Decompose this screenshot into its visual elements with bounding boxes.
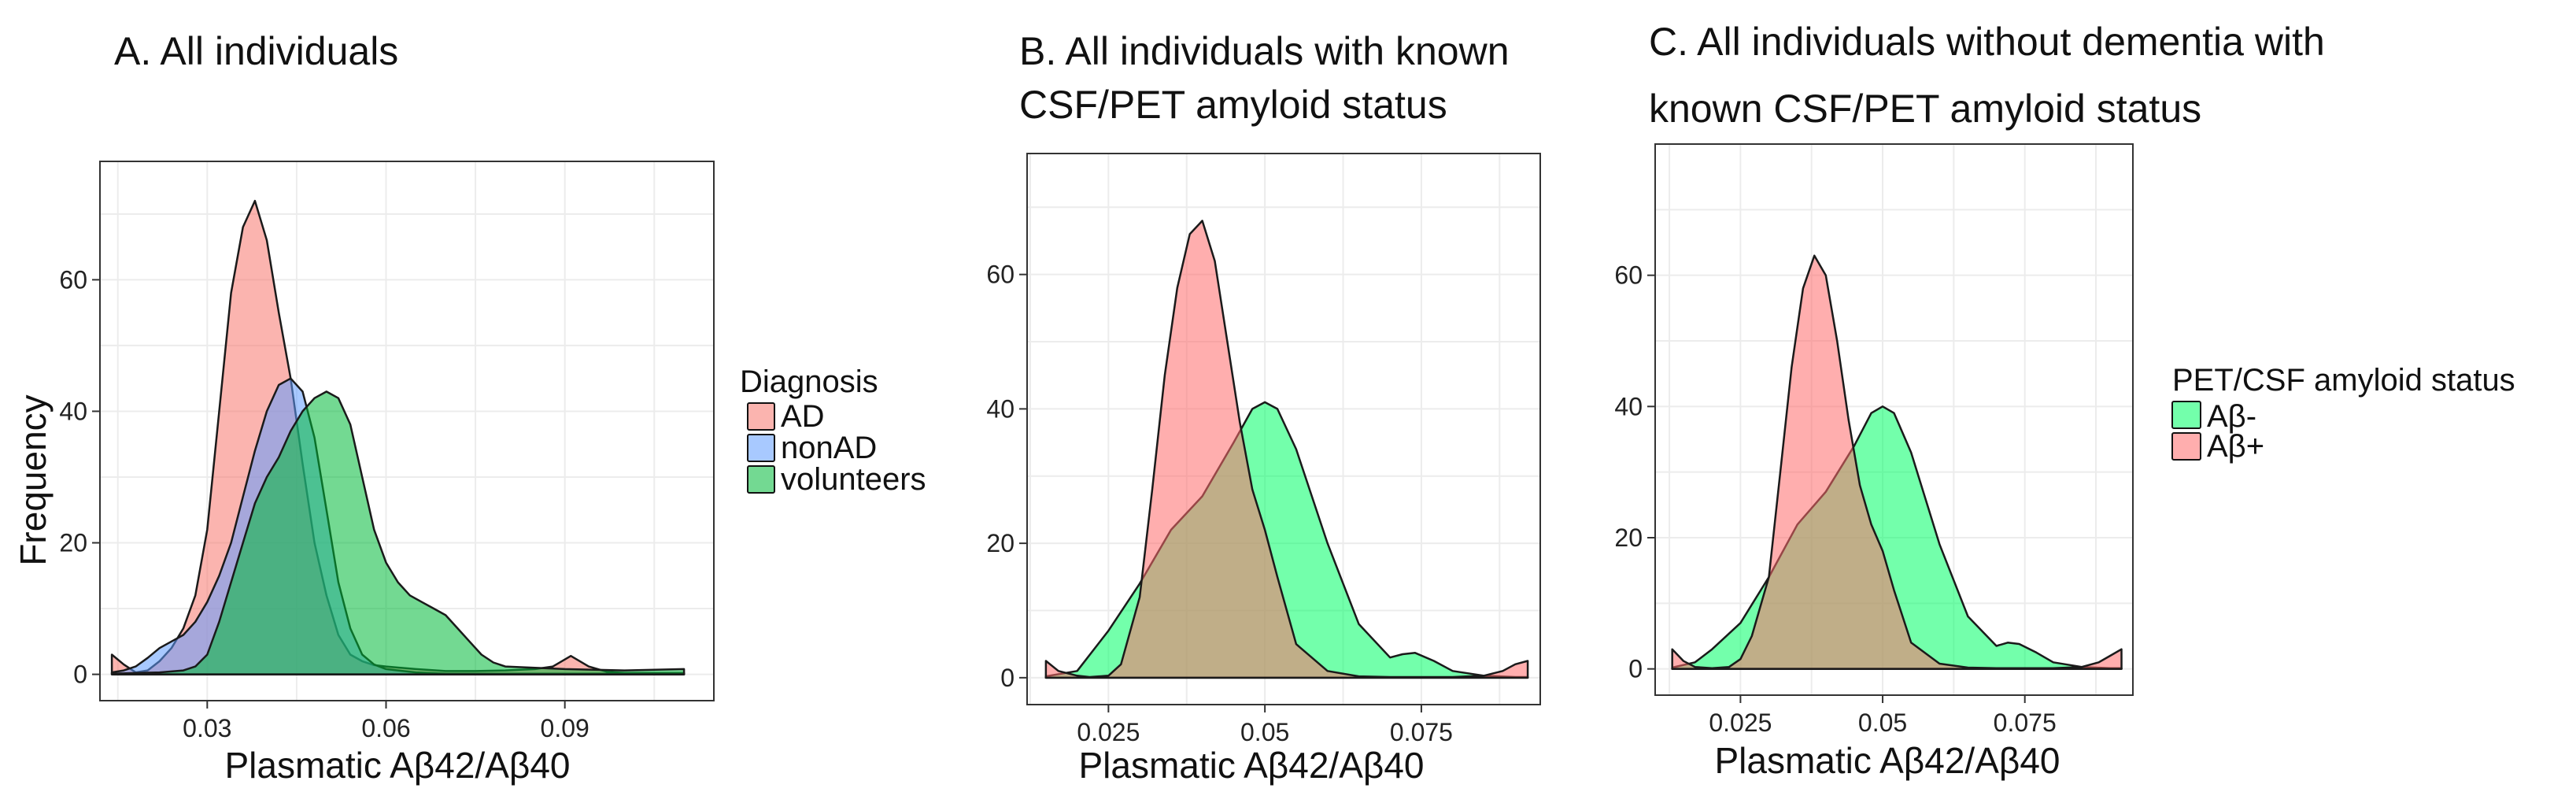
panel-a-y-axis-label: Frequency: [13, 394, 54, 565]
panel-a-y-ticks: 0 20 40 60: [59, 265, 100, 689]
legend-swatch-nonad: [747, 434, 775, 462]
panel-c-areas: [1671, 254, 2123, 670]
panel-c-y-tick-label: 0: [1628, 655, 1643, 683]
panel-b-x-axis-label: Plasmatic Aβ42/Aβ40: [1078, 745, 1424, 786]
panel-c: C. All individuals without dementia with…: [1614, 20, 2515, 781]
legend-item-ad: AD: [747, 399, 825, 434]
panel-a-legend: Diagnosis AD nonAD volunteers: [740, 364, 926, 497]
panel-c-legend: PET/CSF amyloid status Aβ- Aβ+: [2171, 363, 2515, 464]
panel-a-x-tick-label: 0.06: [361, 714, 410, 742]
panel-c-frame: [1654, 143, 2134, 696]
legend-label-nonad: nonAD: [781, 431, 877, 465]
panel-b: B. All individuals with known CSF/PET am…: [986, 29, 1541, 786]
panel-c-x-tick-label: 0.05: [1858, 709, 1907, 737]
legend-item-volunteers: volunteers: [747, 462, 926, 497]
panel-c-legend-title: PET/CSF amyloid status: [2172, 363, 2515, 398]
panel-a-frame: [99, 161, 715, 701]
panel-c-x-tick-label: 0.075: [1994, 709, 2057, 737]
panel-c-x-ticks: 0.025 0.05 0.075: [1709, 695, 2057, 737]
panel-c-x-axis-label: Plasmatic Aβ42/Aβ40: [1714, 740, 2060, 781]
panel-c-y-tick-label: 20: [1614, 524, 1643, 552]
panel-b-x-ticks: 0.025 0.05 0.075: [1077, 705, 1453, 746]
legend-label-abeta-pos: Aβ+: [2207, 429, 2264, 464]
panel-b-areas: [1044, 220, 1529, 679]
panel-b-x-tick-label: 0.075: [1390, 718, 1453, 746]
legend-swatch-abeta-neg: [2171, 401, 2201, 429]
panel-b-y-tick-label: 0: [1000, 664, 1015, 692]
panel-a-legend-title: Diagnosis: [740, 364, 878, 399]
panel-a-y-tick-label: 60: [59, 265, 87, 294]
panel-c-y-tick-label: 40: [1614, 392, 1643, 420]
panel-b-x-tick-label: 0.025: [1077, 718, 1140, 746]
legend-label-ad: AD: [781, 399, 825, 434]
panel-b-density-abeta-pos: [1044, 220, 1529, 679]
panel-c-title-line-1: C. All individuals without dementia with: [1649, 20, 2325, 64]
panel-a-x-ticks: 0.03 0.06 0.09: [183, 701, 589, 742]
panel-a-title: A. All individuals: [114, 29, 398, 73]
panel-b-y-ticks: 0 20 40 60: [986, 261, 1027, 692]
legend-swatch-ad: [747, 402, 775, 431]
panel-c-title-line-2: known CSF/PET amyloid status: [1649, 87, 2201, 131]
panel-b-y-tick-label: 40: [986, 394, 1015, 423]
panel-c-y-tick-label: 60: [1614, 261, 1643, 290]
panel-a-y-tick-label: 0: [73, 661, 87, 689]
legend-item-abeta-pos: Aβ+: [2171, 429, 2264, 464]
legend-item-abeta-neg: Aβ-: [2171, 399, 2256, 434]
panel-a-areas: [110, 199, 686, 675]
panel-b-y-tick-label: 60: [986, 261, 1015, 289]
panel-a-y-tick-label: 20: [59, 529, 87, 557]
panel-c-density-abeta-pos: [1671, 254, 2123, 670]
panel-b-x-tick-label: 0.05: [1240, 718, 1289, 746]
legend-label-abeta-neg: Aβ-: [2207, 399, 2256, 434]
legend-swatch-volunteers: [747, 465, 775, 494]
panel-a-y-tick-label: 40: [59, 397, 87, 425]
legend-item-nonad: nonAD: [747, 431, 877, 465]
panel-b-frame: [1026, 153, 1541, 705]
panel-c-x-tick-label: 0.025: [1709, 709, 1772, 737]
panel-a-density-volunteers: [110, 390, 686, 675]
panel-a-x-tick-label: 0.03: [183, 714, 231, 742]
panel-b-title-line-2: CSF/PET amyloid status: [1019, 83, 1447, 127]
legend-swatch-abeta-pos: [2171, 432, 2201, 461]
legend-label-volunteers: volunteers: [781, 462, 926, 497]
panel-a-x-tick-label: 0.09: [541, 714, 589, 742]
panel-a-x-axis-label: Plasmatic Aβ42/Aβ40: [224, 745, 570, 786]
panel-b-y-tick-label: 20: [986, 529, 1015, 557]
panel-b-title-line-1: B. All individuals with known: [1019, 29, 1510, 73]
panel-c-y-ticks: 0 20 40 60: [1614, 261, 1655, 683]
